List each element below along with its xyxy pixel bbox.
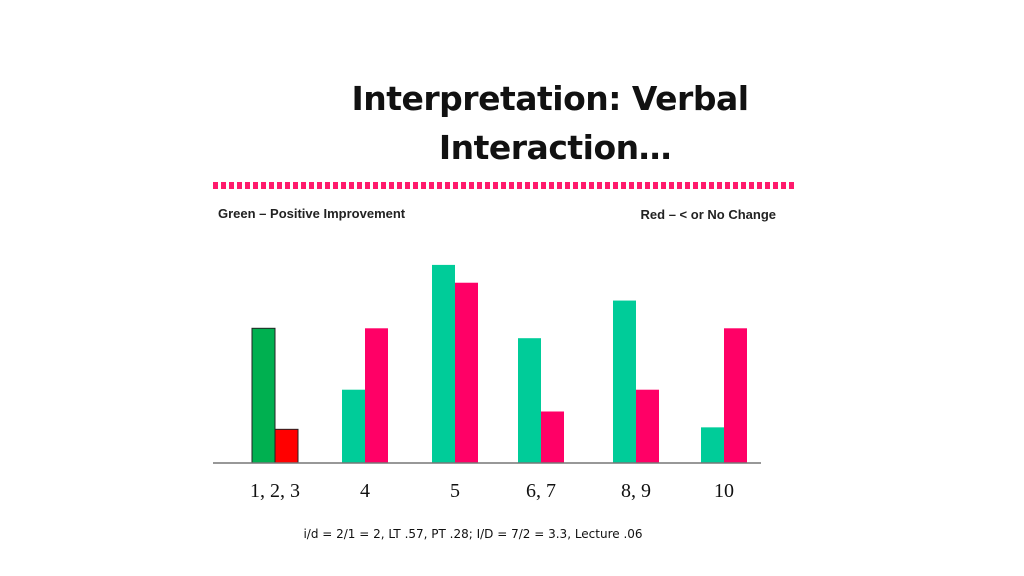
x-tick-label: 1, 2, 3: [250, 480, 300, 502]
legend-positive-improvement: Green – Positive Improvement: [218, 206, 406, 221]
x-tick-label: 4: [360, 480, 370, 502]
bar-group-4-series-1: [518, 338, 541, 463]
bar-group-6-series-2: [724, 328, 747, 463]
bar-group-1-series-2: [274, 428, 299, 464]
bar-group-2-series-2: [365, 328, 388, 463]
bars-group: [251, 264, 747, 464]
title-line-1: Interpretation: Verbal: [351, 79, 749, 118]
x-tick-label: 5: [450, 480, 460, 502]
bar-group-3-series-1: [432, 264, 455, 463]
x-tick-labels: 1, 2, 3 4 5 6, 7 8, 9 10: [250, 480, 734, 502]
bar-group-3-series-2: [455, 282, 478, 463]
title-line-2: Interaction…: [438, 128, 672, 167]
x-tick-label: 8, 9: [621, 480, 651, 502]
bar-group-2-series-1: [342, 389, 365, 463]
x-tick-label: 10: [714, 480, 734, 502]
legend-no-change: Red – < or No Change: [640, 207, 776, 222]
bar-group-4-series-2: [541, 411, 564, 463]
dotted-divider: [213, 182, 797, 189]
bar-group-6-series-1: [701, 427, 724, 463]
footnote: i/d = 2/1 = 2, LT .57, PT .28; I/D = 7/2…: [303, 527, 643, 541]
chart-title: Interpretation: Verbal Interaction…: [300, 74, 800, 172]
x-tick-label: 6, 7: [526, 480, 556, 502]
bar-group-5-series-1: [613, 300, 636, 463]
bar-group-5-series-2: [636, 389, 659, 463]
bar-group-1-series-1: [251, 327, 276, 464]
